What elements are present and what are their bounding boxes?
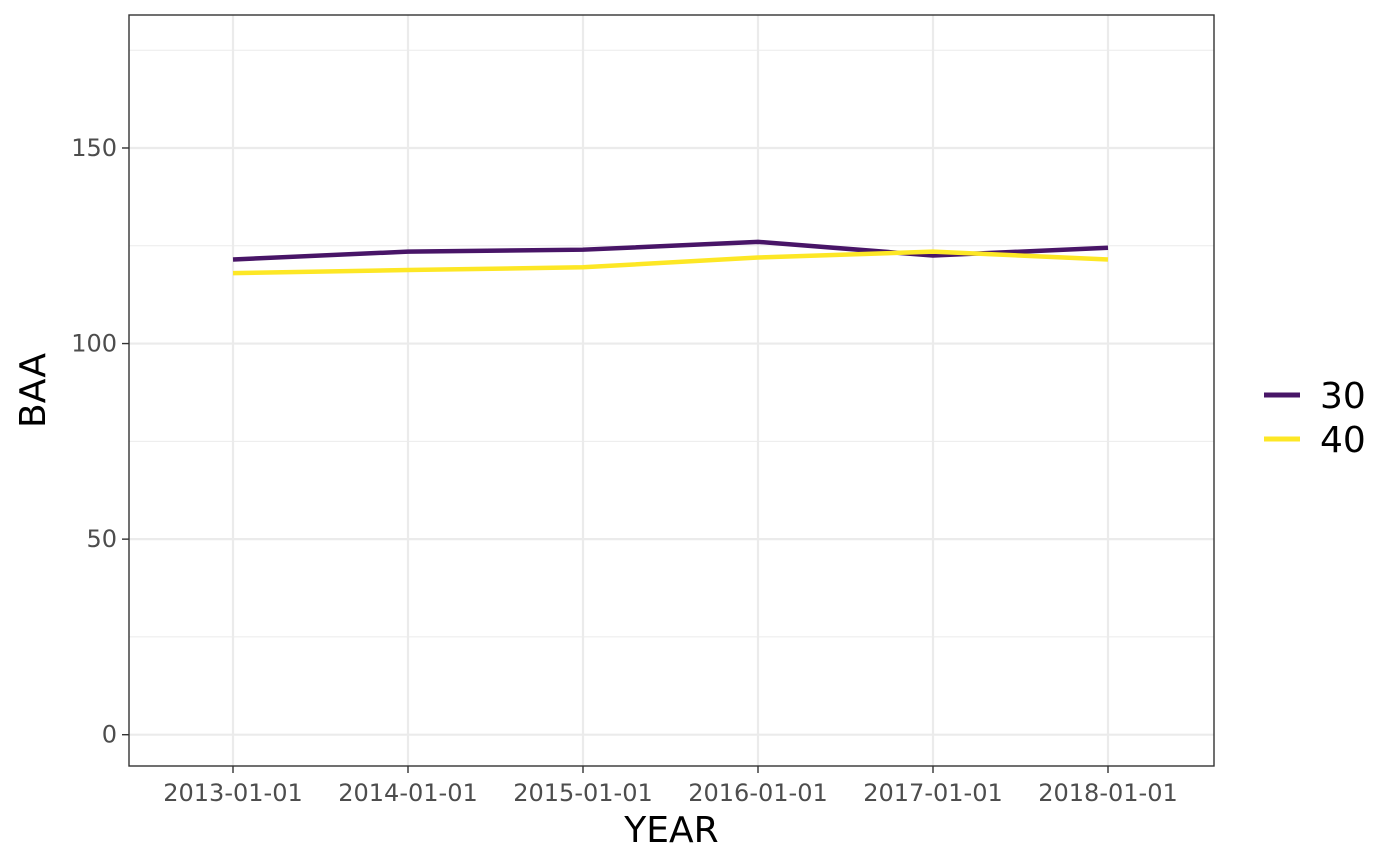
x-axis-title: YEAR [623, 810, 718, 851]
x-tick-label: 2018-01-01 [1038, 779, 1177, 807]
x-axis: 2013-01-01 2014-01-01 2015-01-01 2016-01-01… [163, 766, 1178, 807]
y-tick-label: 0 [102, 721, 117, 749]
series-lines [232, 239, 1109, 276]
panel-border [128, 14, 1215, 767]
major-gridlines [129, 15, 1214, 766]
x-tick-label: 2014-01-01 [338, 779, 477, 807]
y-tick-label: 50 [86, 525, 117, 553]
y-tick-label: 100 [71, 330, 117, 358]
y-tick-label: 150 [71, 134, 117, 162]
legend-label-30: 30 [1320, 376, 1366, 417]
x-tick-label: 2017-01-01 [863, 779, 1002, 807]
series-line-40 [232, 249, 1109, 276]
x-tick-label: 2013-01-01 [163, 779, 302, 807]
legend-label-40: 40 [1320, 420, 1366, 461]
y-axis: 0 50 100 150 [71, 134, 129, 749]
y-axis-title: BAA [13, 353, 54, 428]
x-tick-label: 2015-01-01 [513, 779, 652, 807]
x-tick-label: 2016-01-01 [688, 779, 827, 807]
